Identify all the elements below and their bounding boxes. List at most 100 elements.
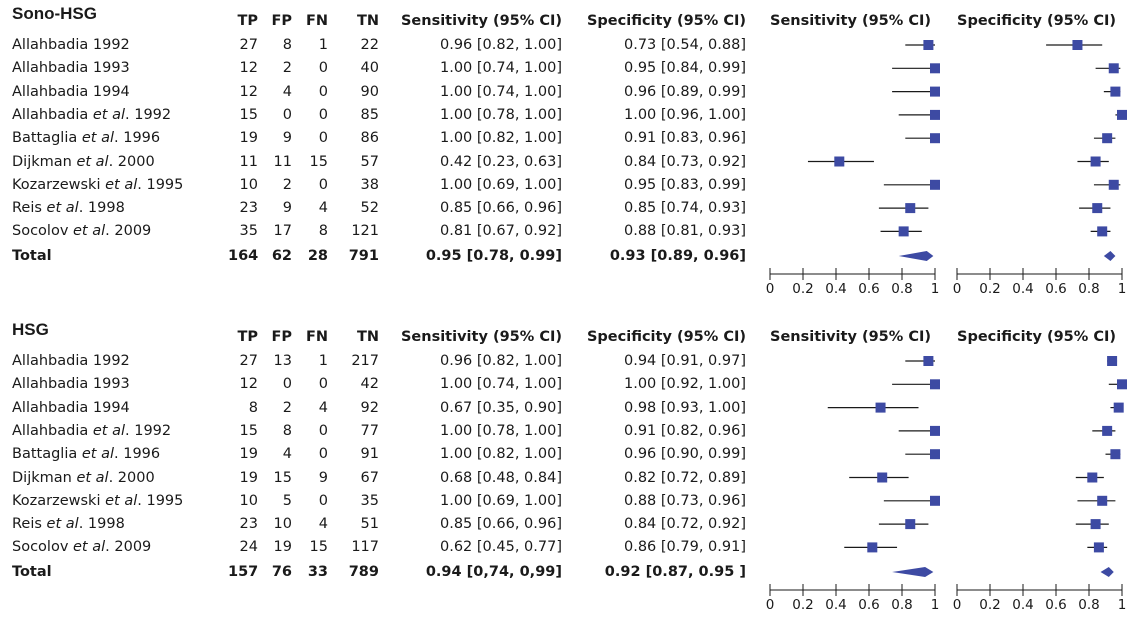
study-author: Kozarzewski [12, 176, 106, 193]
specificity-tick-label: 1 [1118, 597, 1127, 613]
specificity-tick-label: 0.6 [1045, 597, 1066, 613]
cell-sens: 1.00 [0.74, 1.00] [440, 60, 562, 77]
sensitivity-tick-label: 0.6 [858, 281, 879, 297]
specificity-tick-label: 1 [1118, 281, 1127, 297]
sensitivity-point [898, 226, 909, 237]
study-year: . 1995 [137, 492, 184, 509]
cell-tp: 35 [239, 223, 258, 240]
specificity-tick-label: 0 [953, 597, 962, 613]
cell-fn: 0 [318, 446, 328, 463]
header-spec-plot: Specificity (95% CI) [957, 329, 1117, 345]
sensitivity-point [867, 542, 878, 553]
specificity-point [1110, 449, 1121, 460]
cell-sens: 1.00 [0.74, 1.00] [440, 83, 562, 100]
cell-fn: 0 [318, 130, 328, 147]
cell-tn: 57 [360, 153, 379, 170]
sensitivity-point [930, 449, 940, 460]
table-row: Allahbadia 1993 12 2 0 40 1.00 [0.74, 1.00] 0.… [0, 57, 1130, 79]
cell-sens: 0.62 [0.45, 0.77] [440, 539, 562, 556]
study-name: Kozarzewski et al. 1995 [12, 490, 183, 512]
study-year: . 2009 [105, 539, 152, 556]
study-year: . 1992 [125, 106, 172, 123]
cell-spec: 0.85 [0.74, 0.93] [624, 200, 746, 217]
sensitivity-tick-label: 0.2 [792, 281, 813, 297]
study-etal: et al [46, 516, 79, 533]
cell-sens: 1.00 [0.78, 1.00] [440, 422, 562, 439]
header-sens-plot: Sensitivity (95% CI) [770, 13, 932, 29]
cell-sens: 0.42 [0.23, 0.63] [440, 153, 562, 170]
sensitivity-tick-label: 0 [766, 597, 775, 613]
cell-fp: 2 [282, 60, 292, 77]
header-spec-plot: Specificity (95% CI) [957, 13, 1117, 29]
table-row: Allahbadia 1992 27 8 1 22 0.96 [0.82, 1.00] 0.… [0, 34, 1130, 56]
cell-tp: 12 [239, 376, 258, 393]
cell-fp: 8 [282, 422, 292, 439]
specificity-point [1087, 472, 1098, 483]
cell-spec: 0.73 [0.54, 0.88] [624, 37, 746, 53]
study-etal: et al [105, 492, 138, 509]
header-sens: Sensitivity (95% CI) [400, 329, 562, 345]
panel-title: HSG [12, 320, 49, 339]
total-label: Total [12, 248, 52, 264]
header-row: TP FP FN TN Sensitivity (95% CI) Specificity … [0, 10, 1130, 32]
cell-fp: 9 [282, 200, 292, 217]
cell-fp: 10 [273, 516, 292, 533]
cell-sens: 1.00 [0.74, 1.00] [440, 376, 562, 393]
table-row: Allahbadia 1992 27 13 1 217 0.96 [0.82, 1.00]… [0, 350, 1130, 372]
cell-tn: 51 [360, 516, 379, 533]
cell-fn: 15 [309, 153, 328, 170]
cell-sens: 1.00 [0.82, 1.00] [440, 130, 562, 147]
header-fp: FP [271, 329, 292, 345]
cell-tn: 22 [360, 37, 379, 53]
sensitivity-point [930, 379, 940, 390]
specificity-point [1108, 63, 1119, 74]
cell-fp: 13 [273, 353, 292, 369]
cell-tp: 19 [239, 130, 258, 147]
cell-tp: 15 [239, 422, 258, 439]
sensitivity-tick-label: 0.2 [792, 597, 813, 613]
sensitivity-tick-label: 0 [766, 281, 775, 297]
cell-spec: 0.88 [0.73, 0.96] [624, 492, 746, 509]
table-row: Allahbadia et al. 1992 15 8 0 77 1.00 [0.78, … [0, 420, 1130, 442]
study-name: Allahbadia 1993 [12, 373, 130, 395]
cell-fn: 4 [318, 200, 328, 217]
table-row: Dijkman et al. 2000 11 11 15 57 0.42 [0.23, 0… [0, 151, 1130, 173]
sensitivity-point [905, 203, 916, 214]
header-sens-plot: Sensitivity (95% CI) [770, 329, 932, 345]
specificity-pooled-diamond [1103, 251, 1116, 261]
specificity-tick-label: 0.8 [1078, 281, 1099, 297]
cell-tn: 121 [351, 223, 379, 240]
study-etal: et al [81, 446, 114, 463]
sensitivity-point [930, 63, 940, 74]
cell-tn: 85 [360, 106, 379, 123]
sensitivity-point [930, 109, 940, 120]
cell-spec: 0.91 [0.83, 0.96] [624, 130, 746, 147]
specificity-point [1113, 402, 1124, 413]
specificity-tick-label: 0.2 [979, 281, 1000, 297]
cell-fp: 8 [282, 37, 292, 53]
sensitivity-tick-label: 0.4 [825, 597, 846, 613]
cell-fn: 0 [318, 83, 328, 100]
study-author: Allahbadia [12, 422, 93, 439]
cell-spec: 0.95 [0.83, 0.99] [624, 176, 746, 193]
study-etal: et al [73, 223, 106, 240]
study-author: Reis [12, 516, 47, 533]
header-spec: Specificity (95% CI) [586, 329, 746, 345]
specificity-point [1072, 40, 1083, 50]
table-row: Reis et al. 1998 23 9 4 52 0.85 [0.66, 0.96] 0… [0, 197, 1130, 219]
study-author: Kozarzewski [12, 492, 106, 509]
total-fn: 33 [307, 564, 328, 580]
header-row: TP FP FN TN Sensitivity (95% CI) Specificity … [0, 326, 1130, 348]
header-spec: Specificity (95% CI) [586, 13, 746, 29]
study-etal: et al [92, 422, 126, 439]
total-spec: 0.92 [0.87, 0.95 ] [604, 564, 746, 580]
cell-spec: 0.86 [0.79, 0.91] [624, 539, 746, 556]
study-author: Allahbadia 1992 [12, 353, 130, 369]
cell-fp: 2 [282, 399, 292, 416]
study-name: Allahbadia 1992 [12, 350, 130, 372]
sensitivity-point [877, 472, 888, 483]
cell-tn: 117 [351, 539, 379, 556]
study-name: Battaglia et al. 1996 [12, 443, 160, 465]
cell-fp: 15 [273, 469, 292, 486]
sensitivity-point [923, 356, 934, 366]
